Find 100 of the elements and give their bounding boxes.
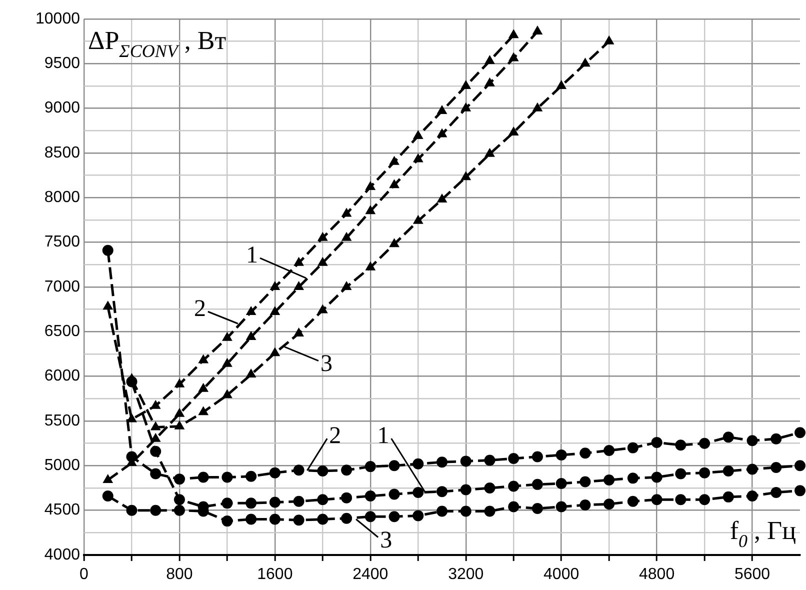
point	[341, 464, 352, 476]
point	[436, 456, 448, 468]
point	[365, 261, 376, 270]
point	[722, 491, 734, 502]
point	[651, 472, 662, 483]
point	[222, 332, 232, 341]
point	[293, 464, 304, 476]
y-tick-label: 10000	[36, 10, 80, 28]
point	[699, 467, 710, 478]
point	[508, 453, 520, 464]
point	[222, 516, 233, 527]
point	[270, 281, 280, 290]
annotation: 2	[194, 296, 206, 322]
point	[580, 58, 590, 67]
point	[269, 496, 280, 508]
point	[794, 485, 806, 496]
point	[341, 232, 352, 241]
point	[389, 156, 400, 165]
y-tick-label: 9500	[44, 55, 80, 72]
point	[460, 484, 472, 496]
point	[388, 488, 400, 500]
point	[198, 382, 209, 392]
annotation: 3	[380, 528, 392, 554]
point	[341, 512, 352, 524]
point	[174, 494, 185, 506]
point	[270, 347, 280, 356]
point	[675, 468, 686, 480]
point	[484, 482, 496, 494]
point	[364, 461, 376, 472]
y-tick-label: 7000	[44, 278, 80, 296]
point	[794, 427, 806, 438]
point	[508, 29, 519, 38]
point	[389, 238, 400, 248]
point	[627, 442, 638, 454]
point	[460, 102, 472, 112]
y-tick-label: 7500	[44, 234, 80, 251]
point	[675, 494, 686, 506]
y-tick-label: 5500	[44, 412, 80, 430]
point	[532, 478, 543, 490]
point	[150, 446, 162, 457]
point	[294, 327, 304, 336]
point	[198, 354, 209, 364]
point	[627, 496, 638, 507]
point	[246, 331, 256, 340]
point	[556, 449, 567, 460]
point	[532, 503, 543, 514]
point	[150, 504, 162, 516]
point	[174, 504, 185, 516]
annotation: 1	[246, 242, 258, 268]
point	[508, 52, 519, 62]
point	[246, 368, 256, 378]
point	[746, 435, 758, 446]
point	[388, 460, 400, 472]
x-tick-label: 4800	[639, 566, 675, 584]
point	[412, 510, 424, 522]
point	[556, 501, 567, 512]
point	[389, 179, 400, 188]
point	[317, 494, 328, 506]
point	[484, 454, 496, 466]
x-tick-label: 2400	[352, 566, 388, 584]
point	[293, 496, 304, 507]
point	[222, 389, 232, 398]
point	[246, 514, 257, 525]
point	[174, 408, 185, 417]
point	[651, 436, 662, 448]
point	[317, 232, 328, 241]
point	[484, 148, 495, 157]
point	[699, 494, 710, 506]
point	[126, 504, 138, 516]
x-tick-label: 5600	[734, 566, 770, 584]
y-tick-label: 4500	[44, 502, 80, 519]
point	[604, 474, 615, 486]
point	[746, 490, 758, 502]
x-tick-label: 3200	[448, 566, 484, 584]
point	[436, 105, 448, 114]
point	[341, 208, 352, 217]
y-tick-label: 9000	[44, 100, 80, 117]
point	[341, 281, 352, 290]
annotation: 3	[320, 351, 332, 378]
point	[580, 448, 591, 459]
y-tick-label: 4000	[44, 546, 80, 564]
point	[198, 406, 209, 416]
point	[364, 511, 376, 522]
point	[484, 506, 496, 517]
point	[317, 514, 328, 525]
point	[102, 490, 114, 502]
point	[365, 205, 376, 214]
point	[604, 35, 614, 44]
point	[317, 304, 328, 314]
point	[388, 511, 400, 522]
point	[532, 451, 543, 462]
y-tick-label: 5000	[44, 457, 80, 474]
point	[269, 467, 280, 478]
x-tick-label: 800	[166, 566, 193, 584]
point	[770, 486, 782, 498]
point	[412, 214, 424, 224]
point	[102, 300, 114, 310]
point	[174, 378, 185, 388]
point	[770, 462, 782, 473]
point	[722, 432, 734, 443]
